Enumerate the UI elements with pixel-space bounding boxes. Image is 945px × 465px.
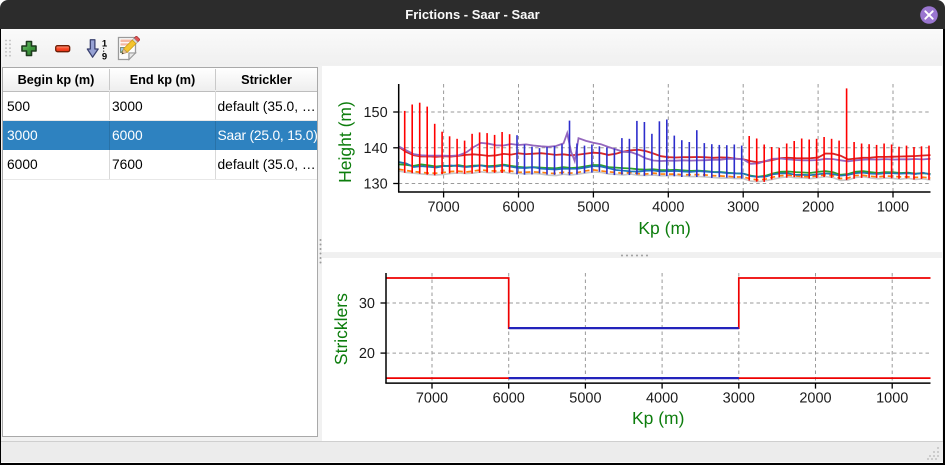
svg-text:2000: 2000 [799, 391, 831, 407]
svg-text:7000: 7000 [416, 391, 448, 407]
svg-text:3000: 3000 [727, 200, 759, 216]
svg-text:2000: 2000 [802, 200, 834, 216]
svg-text:1: 1 [102, 38, 108, 49]
svg-text:130: 130 [363, 177, 387, 193]
svg-text:20: 20 [359, 346, 375, 362]
svg-text:3000: 3000 [723, 391, 755, 407]
svg-text:1000: 1000 [876, 391, 908, 407]
svg-text:Kp (m): Kp (m) [632, 408, 685, 428]
svg-text:5000: 5000 [569, 391, 601, 407]
svg-text:Height (m): Height (m) [335, 101, 355, 183]
svg-text:5000: 5000 [577, 200, 609, 216]
svg-text:6000: 6000 [502, 200, 534, 216]
svg-text:140: 140 [363, 141, 387, 157]
svg-text:6000: 6000 [493, 391, 525, 407]
svg-text:7000: 7000 [427, 200, 459, 216]
svg-text:9: 9 [102, 51, 107, 60]
svg-text:30: 30 [359, 296, 375, 312]
svg-text:150: 150 [363, 105, 387, 121]
svg-text:4000: 4000 [646, 391, 678, 407]
svg-text:Kp (m): Kp (m) [638, 218, 691, 238]
svg-text:1000: 1000 [877, 200, 909, 216]
svg-text:4000: 4000 [652, 200, 684, 216]
svg-text:Stricklers: Stricklers [331, 293, 351, 365]
